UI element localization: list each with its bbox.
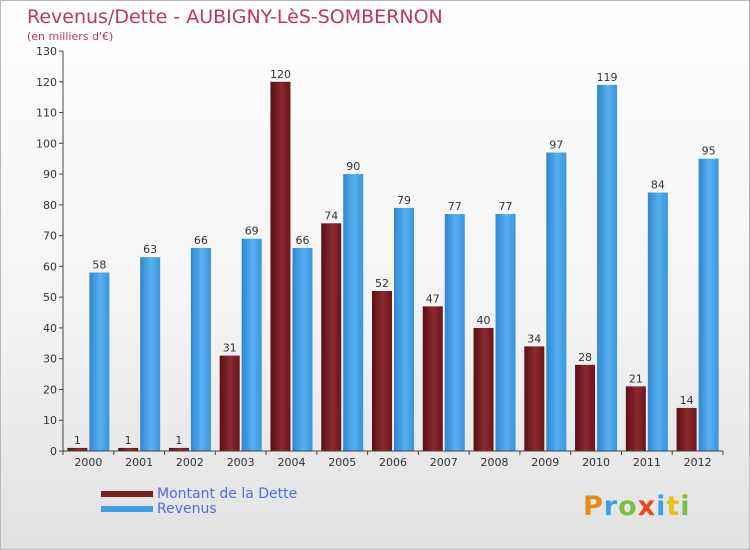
x-tick-label: 2003 xyxy=(227,456,255,469)
data-label-debt: 47 xyxy=(426,292,440,305)
data-label-revenue: 79 xyxy=(397,194,411,207)
bar-debt-2008 xyxy=(473,327,494,451)
bar-revenue-2011 xyxy=(647,192,668,452)
data-label-revenue: 84 xyxy=(651,179,665,192)
legend-label-revenue: Revenus xyxy=(157,501,217,517)
data-label-debt: 120 xyxy=(270,68,291,81)
x-tick-label: 2005 xyxy=(328,456,356,469)
x-tick-label: 2012 xyxy=(684,456,712,469)
legend-swatch-revenue xyxy=(101,506,153,512)
bar-debt-2001 xyxy=(118,447,139,451)
x-axis: 2000 2001 2002 2003 2004 2005 2006 2007 2008 2009… xyxy=(62,450,724,469)
data-label-debt: 31 xyxy=(223,342,237,355)
chart-subtitle: (en milliers d'€) xyxy=(27,30,114,43)
bar-debt-2011 xyxy=(625,386,646,451)
bars xyxy=(67,81,719,452)
bar-revenue-2001 xyxy=(140,257,161,451)
bar-debt-2003 xyxy=(219,355,240,451)
bar-revenue-2003 xyxy=(241,238,262,451)
data-label-revenue: 77 xyxy=(499,200,513,213)
y-tick-label: 70 xyxy=(43,230,57,243)
bar-revenue-2010 xyxy=(597,84,618,451)
bar-revenue-2000 xyxy=(89,272,110,451)
data-label-revenue: 66 xyxy=(194,234,208,247)
data-label-debt: 1 xyxy=(125,434,132,447)
logo-letter: i xyxy=(656,491,667,522)
bar-debt-2010 xyxy=(575,364,596,451)
bar-debt-2004 xyxy=(270,81,291,452)
x-tick-label: 2011 xyxy=(633,456,661,469)
logo-letter: i xyxy=(680,491,691,522)
proxiti-logo: Proxiti xyxy=(583,491,691,522)
data-label-debt: 21 xyxy=(629,372,643,385)
bar-revenue-2005 xyxy=(343,174,364,452)
data-label-debt: 14 xyxy=(680,394,694,407)
y-axis: 0 10 20 30 40 50 60 70 80 90 100 110 120 130 xyxy=(36,45,64,458)
bar-debt-2007 xyxy=(422,306,443,451)
data-label-revenue: 119 xyxy=(597,71,618,84)
bar-revenue-2004 xyxy=(292,247,313,451)
x-tick-label: 2006 xyxy=(379,456,407,469)
data-label-debt: 1 xyxy=(175,434,182,447)
logo-letter: t xyxy=(666,491,681,522)
data-labels: 1 58 1 63 1 66 31 69 120 66 74 90 52 79 47 77 40 77 34 97 28… xyxy=(74,68,716,447)
bar-revenue-2006 xyxy=(394,207,414,451)
logo-letter: r xyxy=(603,491,619,522)
bar-debt-2005 xyxy=(321,223,342,451)
y-tick-label: 0 xyxy=(50,445,57,458)
data-label-revenue: 95 xyxy=(702,145,716,158)
bar-debt-2012 xyxy=(676,407,697,451)
y-tick-label: 90 xyxy=(43,168,57,181)
y-tick-label: 50 xyxy=(43,291,57,304)
y-tick-label: 20 xyxy=(43,383,57,396)
data-label-revenue: 58 xyxy=(92,259,106,272)
bar-revenue-2012 xyxy=(698,158,719,451)
bar-debt-2009 xyxy=(524,346,545,451)
y-tick-label: 100 xyxy=(36,137,57,150)
data-label-debt: 34 xyxy=(527,332,541,345)
x-tick-label: 2000 xyxy=(74,456,102,469)
bar-revenue-2009 xyxy=(546,152,567,452)
y-tick-label: 80 xyxy=(43,199,57,212)
y-tick-label: 120 xyxy=(36,76,57,89)
data-label-debt: 28 xyxy=(578,351,592,364)
data-label-revenue: 97 xyxy=(549,139,563,152)
x-tick-label: 2004 xyxy=(277,456,305,469)
x-tick-label: 2010 xyxy=(582,456,610,469)
logo-letter: P xyxy=(583,491,604,522)
data-label-revenue: 77 xyxy=(448,200,462,213)
y-tick-label: 110 xyxy=(36,107,57,120)
data-label-debt: 74 xyxy=(324,209,338,222)
y-tick-label: 130 xyxy=(36,45,57,58)
y-tick-label: 10 xyxy=(43,414,57,427)
data-label-debt: 40 xyxy=(477,314,491,327)
bar-debt-2006 xyxy=(372,291,392,451)
x-tick-label: 2002 xyxy=(176,456,204,469)
y-tick-label: 60 xyxy=(43,260,57,273)
logo-letter: x xyxy=(637,491,657,522)
x-tick-label: 2001 xyxy=(125,456,153,469)
logo-letter: o xyxy=(618,491,638,522)
data-label-debt: 52 xyxy=(375,277,389,290)
bar-debt-2000 xyxy=(67,447,88,451)
bar-revenue-2002 xyxy=(190,247,211,451)
x-tick-label: 2008 xyxy=(481,456,509,469)
chart-title: Revenus/Dette - AUBIGNY-LèS-SOMBERNON xyxy=(27,6,443,28)
data-label-debt: 1 xyxy=(74,434,81,447)
bar-revenue-2008 xyxy=(495,214,516,451)
y-tick-label: 30 xyxy=(43,353,57,366)
bar-revenue-2007 xyxy=(444,214,465,451)
y-tick-label: 40 xyxy=(43,322,57,335)
data-label-revenue: 66 xyxy=(295,234,309,247)
bar-debt-2002 xyxy=(168,447,189,451)
data-label-revenue: 63 xyxy=(143,243,157,256)
data-label-revenue: 90 xyxy=(346,160,360,173)
legend-swatch-debt xyxy=(101,491,153,497)
x-tick-label: 2007 xyxy=(430,456,458,469)
data-label-revenue: 69 xyxy=(245,225,259,238)
x-tick-label: 2009 xyxy=(531,456,559,469)
legend-label-debt: Montant de la Dette xyxy=(157,486,298,502)
